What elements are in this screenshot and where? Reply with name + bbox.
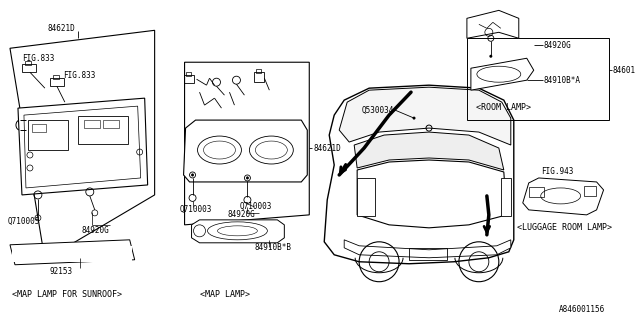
Text: Q530034: Q530034 [361, 106, 394, 115]
Circle shape [490, 55, 492, 58]
Polygon shape [354, 132, 504, 170]
Polygon shape [339, 87, 511, 145]
Text: <MAP LAMP>: <MAP LAMP> [200, 290, 250, 299]
Bar [409, 248, 447, 260]
Text: 84601: 84601 [612, 66, 636, 75]
Bar [357, 178, 375, 216]
Text: <LUGGAGE ROOM LAMP>: <LUGGAGE ROOM LAMP> [516, 223, 612, 232]
Text: 92153: 92153 [50, 267, 73, 276]
Bar [28, 120, 68, 150]
Text: Q710003: Q710003 [239, 202, 272, 212]
Bar [184, 75, 193, 83]
Polygon shape [324, 85, 514, 264]
Bar [103, 120, 119, 128]
Bar [53, 75, 59, 79]
Polygon shape [18, 98, 148, 195]
Bar [32, 124, 46, 132]
Text: A846001156: A846001156 [559, 305, 605, 314]
Polygon shape [357, 160, 507, 228]
Text: 84621D: 84621D [48, 24, 76, 33]
Circle shape [246, 177, 248, 179]
Text: <MAP LAMP FOR SUNROOF>: <MAP LAMP FOR SUNROOF> [12, 290, 122, 299]
Circle shape [191, 174, 194, 176]
Circle shape [413, 116, 415, 120]
Text: 84910B*B: 84910B*B [255, 243, 291, 252]
Bar [25, 61, 31, 65]
Text: FIG.943: FIG.943 [541, 167, 573, 176]
Polygon shape [467, 10, 519, 38]
Bar [78, 116, 128, 144]
Text: FIG.833: FIG.833 [22, 54, 54, 63]
Text: FIG.833: FIG.833 [63, 71, 95, 80]
Bar [257, 69, 261, 73]
Text: 84621D: 84621D [313, 144, 341, 153]
Text: Q710005: Q710005 [8, 217, 40, 226]
Text: 84920G: 84920G [82, 226, 109, 235]
Text: Q710003: Q710003 [180, 205, 212, 214]
Text: 84920G: 84920G [544, 41, 572, 50]
Bar [12, 246, 132, 262]
Bar [84, 120, 100, 128]
Text: 84910B*A: 84910B*A [544, 76, 580, 85]
Bar [50, 78, 64, 86]
Polygon shape [184, 120, 307, 182]
Polygon shape [471, 58, 534, 90]
Polygon shape [10, 240, 134, 265]
Polygon shape [191, 220, 284, 243]
Text: <ROOM LAMP>: <ROOM LAMP> [476, 103, 531, 112]
Ellipse shape [250, 136, 293, 164]
Ellipse shape [198, 136, 241, 164]
Bar [186, 72, 191, 76]
Bar [501, 178, 511, 216]
Polygon shape [523, 178, 604, 215]
Bar [584, 186, 596, 196]
Bar [255, 72, 264, 82]
Polygon shape [344, 240, 511, 258]
Text: 84920G: 84920G [227, 210, 255, 220]
Bar [529, 187, 544, 197]
Bar [22, 64, 36, 72]
